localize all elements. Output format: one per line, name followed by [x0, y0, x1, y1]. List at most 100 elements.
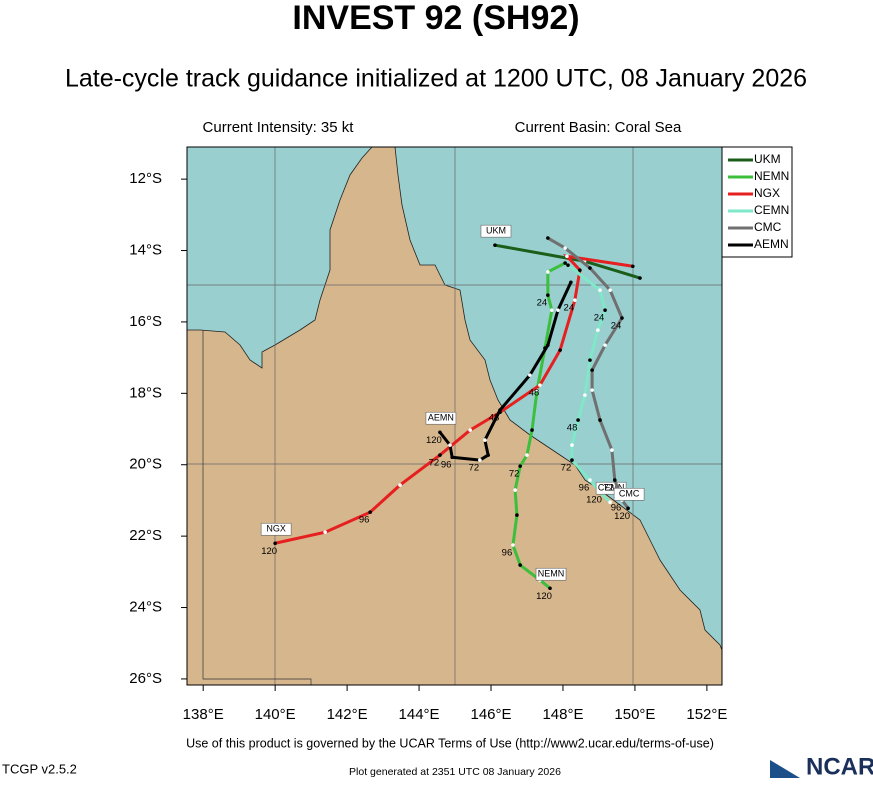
track-point — [511, 543, 515, 547]
track-point — [556, 308, 560, 312]
track-point — [550, 308, 554, 312]
track-point — [578, 268, 582, 272]
track-point — [588, 266, 592, 270]
track-name: CEMN — [598, 483, 625, 493]
track-point — [588, 358, 592, 362]
track-point — [612, 478, 617, 482]
track-name: NEMN — [538, 569, 565, 579]
hour-label: 24 — [537, 298, 548, 309]
hour-label: 72 — [509, 469, 520, 480]
track-point — [546, 293, 550, 297]
legend-label: NGX — [754, 186, 780, 200]
track-name: CMC — [619, 489, 640, 499]
hour-label: 96 — [359, 515, 370, 526]
x-tick-label: 144°E — [399, 706, 440, 723]
track-point — [570, 443, 574, 447]
track-point — [398, 483, 402, 487]
track-point — [569, 280, 573, 285]
track-point — [630, 264, 635, 269]
track-point — [583, 393, 587, 397]
intensity: Current Intensity: 35 kt — [203, 119, 355, 136]
hour-label: 96 — [579, 483, 590, 494]
track-point — [486, 453, 490, 457]
version: TCGP v2.5.2 — [2, 761, 77, 776]
hour-label: 48 — [529, 388, 540, 399]
track-point — [596, 328, 600, 332]
legend-label: NEMN — [754, 169, 789, 183]
hour-label: 24 — [611, 321, 622, 332]
x-tick-label: 138°E — [183, 706, 224, 723]
track-point — [573, 298, 577, 302]
track-name-box — [260, 522, 292, 536]
hour-label: 120 — [614, 511, 630, 522]
hour-label: 96 — [441, 460, 452, 471]
track-point — [483, 438, 487, 442]
hour-label: 120 — [586, 495, 602, 506]
hour-label: 72 — [429, 458, 440, 469]
track-point — [368, 510, 372, 515]
track-point — [538, 383, 542, 387]
track-point — [588, 478, 592, 482]
track-point — [576, 418, 580, 422]
track-name-box — [480, 224, 512, 238]
y-tick-label: 26°S — [129, 670, 162, 687]
track-point — [620, 316, 624, 320]
logo: NCAR — [806, 753, 873, 780]
hour-label: 72 — [469, 463, 480, 474]
legend — [721, 146, 793, 258]
track-point — [558, 348, 562, 352]
track-point — [450, 455, 454, 460]
track-point — [323, 530, 327, 535]
track-point — [608, 288, 612, 292]
hour-label: 24 — [594, 313, 605, 324]
x-tick-label: 152°E — [686, 706, 727, 723]
track-point — [546, 236, 550, 240]
track-point — [515, 513, 519, 517]
hour-label: 24 — [564, 303, 575, 314]
track-point — [525, 453, 529, 457]
legend-label: AEMN — [754, 237, 789, 251]
track-point — [438, 430, 442, 435]
track-point — [438, 453, 442, 457]
track-point — [608, 500, 612, 505]
track-point — [546, 270, 550, 274]
x-tick-label: 146°E — [471, 706, 512, 723]
track-point — [468, 428, 472, 432]
basin: Current Basin: Coral Sea — [515, 119, 682, 136]
track-point — [513, 488, 517, 492]
hour-label: 48 — [489, 413, 500, 424]
y-tick-label: 18°S — [129, 384, 162, 401]
track-point — [518, 563, 522, 567]
track-point — [590, 388, 594, 392]
track-point — [563, 246, 567, 250]
track-name: AEMN — [428, 413, 454, 423]
track-point — [610, 448, 614, 452]
track-point — [570, 458, 574, 462]
track-name: NGX — [266, 524, 286, 534]
y-tick-label: 14°S — [129, 241, 162, 258]
track-point — [530, 428, 534, 432]
x-tick-label: 140°E — [255, 706, 296, 723]
legend-label: UKM — [754, 152, 781, 166]
track-point — [563, 261, 567, 265]
y-tick-label: 12°S — [129, 170, 162, 187]
track-name-box — [613, 487, 645, 501]
legend-label: CMC — [754, 220, 782, 234]
track-point — [590, 368, 594, 372]
hour-label: 120 — [536, 591, 552, 602]
title: INVEST 92 (SH92) — [292, 0, 579, 37]
track-name-box — [535, 567, 567, 581]
track-point — [598, 288, 602, 292]
generated: Plot generated at 2351 UTC 08 January 20… — [349, 766, 561, 778]
track-point — [626, 506, 630, 511]
legend-label: CEMN — [754, 203, 789, 217]
track-point — [493, 243, 497, 247]
track-point — [518, 464, 522, 468]
hour-label: 120 — [426, 435, 442, 446]
x-tick-label: 148°E — [542, 706, 583, 723]
track — [567, 263, 612, 504]
hour-label: 96 — [611, 503, 622, 514]
track-point — [498, 408, 502, 412]
